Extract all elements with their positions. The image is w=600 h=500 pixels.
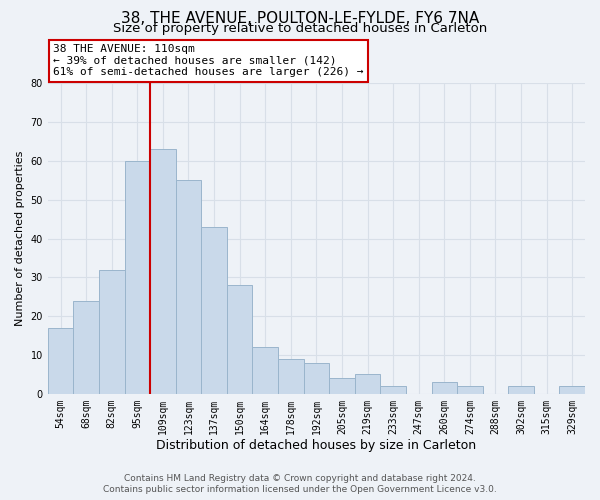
Bar <box>99 270 125 394</box>
Text: Size of property relative to detached houses in Carleton: Size of property relative to detached ho… <box>113 22 487 35</box>
Bar <box>176 180 201 394</box>
Text: 38 THE AVENUE: 110sqm
← 39% of detached houses are smaller (142)
61% of semi-det: 38 THE AVENUE: 110sqm ← 39% of detached … <box>53 44 364 77</box>
Bar <box>304 363 329 394</box>
Y-axis label: Number of detached properties: Number of detached properties <box>15 151 25 326</box>
Bar <box>457 386 482 394</box>
Text: Contains HM Land Registry data © Crown copyright and database right 2024.
Contai: Contains HM Land Registry data © Crown c… <box>103 474 497 494</box>
Bar <box>329 378 355 394</box>
Bar <box>227 285 253 394</box>
Bar <box>355 374 380 394</box>
X-axis label: Distribution of detached houses by size in Carleton: Distribution of detached houses by size … <box>157 440 476 452</box>
Text: 38, THE AVENUE, POULTON-LE-FYLDE, FY6 7NA: 38, THE AVENUE, POULTON-LE-FYLDE, FY6 7N… <box>121 11 479 26</box>
Bar <box>278 359 304 394</box>
Bar <box>253 348 278 394</box>
Bar <box>73 300 99 394</box>
Bar <box>508 386 534 394</box>
Bar <box>380 386 406 394</box>
Bar <box>48 328 73 394</box>
Bar <box>150 150 176 394</box>
Bar <box>559 386 585 394</box>
Bar <box>125 161 150 394</box>
Bar <box>201 227 227 394</box>
Bar <box>431 382 457 394</box>
